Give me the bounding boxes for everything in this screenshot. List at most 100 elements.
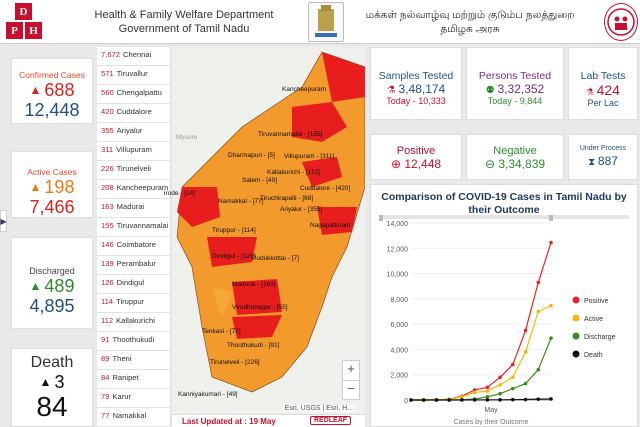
map-district-label: Dindigul - [126] [212,253,256,260]
data-point [434,398,439,402]
lab-sub: Per Lac [587,98,619,108]
active-today: ▲ 198 [29,177,75,197]
zoom-out-button[interactable]: − [347,381,355,396]
data-point [549,303,553,308]
chart-title: Comparison of COVID-19 Cases in Tamil Na… [381,191,627,216]
district-count: 311 [101,145,114,154]
data-point [485,395,490,399]
district-name: Perambalur [116,259,156,268]
confirmed-today: ▲ 688 [29,80,75,100]
district-row[interactable]: 226 Tirunelveli [97,161,170,180]
up-triangle-icon: ▲ [29,83,42,97]
district-row[interactable]: 7,672 Chennai [97,47,170,66]
district-name: Villupuram [116,145,152,154]
district-row[interactable]: 311 Villupuram [97,142,170,161]
under-process-tile: Under Process ⧗ 887 [568,134,638,180]
tamil-line1: மக்கள் நல்வாழ்வு மற்றும் குடும்ப நலத்துற… [365,9,575,21]
data-point [511,375,515,380]
district-row[interactable]: 114 Tiruppur [97,294,170,313]
lab-tests-tile: Lab Tests ⚗ 424 Per Lac [568,47,638,120]
flask-icon: ⚗ [386,85,399,96]
persons-today: Today - 9,844 [487,96,543,106]
map-district-label: Tiruppur - [114] [212,227,256,234]
district-row[interactable]: 139 Perambalur [97,256,170,275]
district-row[interactable]: 77 Namakkal [97,408,170,427]
legend-label: Death [584,352,603,359]
positive-value: ⊕ 12,448 [390,157,442,171]
district-name: Dindigul [116,278,145,287]
district-row[interactable]: 89 Theni [97,351,170,370]
district-count: 7,672 [101,50,121,59]
map-district-label: Cuddalore - [420] [300,185,351,192]
district-row[interactable]: 79 Karur [97,389,170,408]
district-row[interactable]: 571 Tiruvallur [97,66,170,85]
data-point [511,397,515,402]
logo-letter: D [15,3,32,20]
data-point [472,398,477,402]
up-triangle-icon: ▲ [29,180,42,194]
expand-panel-arrow[interactable]: ▶ [0,210,7,232]
negative-tile: Negative ⊖ 3,34,839 [466,134,564,180]
persons-value: ⚉ 3,32,352 [485,82,545,96]
update-bar: Last Updated at : 19 May REDLEAF [172,414,365,427]
series-line [411,398,552,401]
district-row[interactable]: 163 Madurai [97,199,170,218]
flask-icon: ⚗ [586,87,597,97]
page-header: D P H Health & Family Welfare Department… [0,0,640,44]
y-tick-label: 8,000 [390,297,408,304]
legend-marker [572,332,580,340]
district-map[interactable]: Kancheepuram Tiruvannamalai - [155] Dharma… [164,47,366,414]
zoom-in-button[interactable]: + [343,361,359,381]
district-row[interactable]: 155 Tiruvannamalai [97,218,170,237]
active-card: Active Cases ▲ 198 7,466 [11,151,93,218]
legend-label: Discharge [584,334,616,341]
y-tick-label: 2,000 [390,373,408,380]
map-district-label: Ariyalur - [355] [280,206,323,213]
district-row[interactable]: 355 Ariyalur [97,123,170,142]
district-name: Ariyalur [116,126,143,135]
district-count: 571 [101,69,114,78]
y-tick-label: 10,000 [387,272,409,279]
map-district-label: Salem - [49] [242,177,278,184]
persons-tested-tile: Persons Tested ⚉ 3,32,352 Today - 9,844 [466,47,564,120]
district-name: Chengalpattu [116,88,162,97]
district-row[interactable]: 112 Kallakurichi [97,313,170,332]
up-triangle-icon: ▲ [29,279,42,293]
district-row[interactable]: 560 Chengalpattu [97,85,170,104]
district-count: 84 [101,373,110,382]
data-point [511,386,515,391]
district-row[interactable]: 208 Kancheepuram [97,180,170,199]
x-tick-label: May [484,407,498,414]
discharged-card: Discharged ▲ 489 4,895 [11,237,93,329]
data-point [549,336,553,340]
map-district-label: Madurai - [163] [232,281,276,288]
data-point [523,381,528,386]
process-value: ⧗ 887 [588,154,618,168]
dph-logo: D P H [6,3,42,41]
district-list[interactable]: 7,672 Chennai 571 Tiruvallur 560 Chengalpattu… [97,47,171,427]
district-row[interactable]: 420 Cuddalore [97,104,170,123]
map-district-label: Tiruchirapalli - [68] [260,195,314,202]
district-count: 163 [101,202,114,211]
district-name: Cuddalore [116,107,152,116]
y-tick-label: 4,000 [390,347,408,354]
confirmed-label: Confirmed Cases [19,70,85,80]
active-label: Active Cases [27,167,77,177]
outcome-chart: Comparison of COVID-19 Cases in Tamil Na… [370,184,638,427]
district-name: Tiruvallur [116,69,148,78]
district-count: 112 [101,316,114,325]
data-point [485,385,490,390]
minus-circle-icon: ⊖ [484,157,499,171]
district-row[interactable]: 91 Thoothukudi [97,332,170,351]
district-row[interactable]: 126 Dindigul [97,275,170,294]
data-point [549,240,553,245]
district-name: Theni [112,354,132,363]
district-name: Kallakurichi [116,316,155,325]
map-district-label: Namakkal - [77] [218,198,264,205]
district-count: 89 [101,354,110,363]
district-row[interactable]: 84 Ranipet [97,370,170,389]
map-district-label: Villupuram - [311] [284,153,335,160]
district-name: Karur [112,392,132,401]
district-row[interactable]: 146 Coimbatore [97,237,170,256]
map-district-label: Kancheepuram [282,86,327,93]
